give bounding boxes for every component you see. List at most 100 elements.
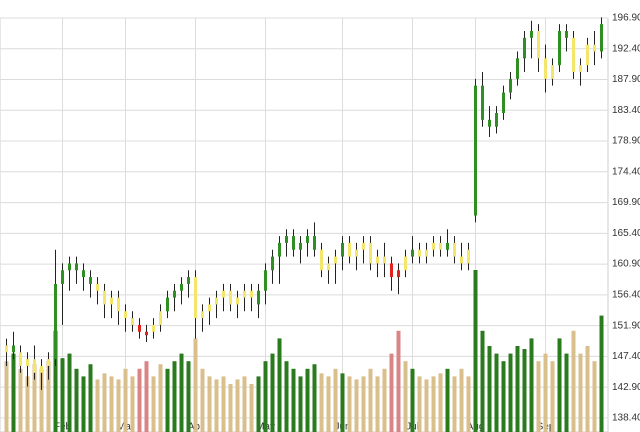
volume-bar (11, 353, 16, 432)
volume-bar (354, 379, 359, 432)
body (257, 290, 260, 305)
body (264, 270, 267, 291)
body (292, 236, 295, 250)
body (320, 249, 323, 271)
volume-bar (375, 376, 380, 432)
volume-bar (431, 376, 436, 432)
body (565, 30, 568, 38)
body (19, 352, 22, 366)
volume-bar (249, 384, 254, 432)
volume-bar (60, 358, 65, 432)
body (446, 242, 449, 250)
body (509, 78, 512, 93)
volume-bar (200, 368, 205, 432)
y-tick-label: 192.40 (612, 43, 640, 54)
volume-bar (207, 376, 212, 432)
body (173, 290, 176, 298)
volume-bar (438, 373, 443, 432)
volume-bar (46, 361, 51, 432)
body (243, 290, 246, 298)
volume-bar (515, 346, 520, 432)
body (432, 242, 435, 250)
y-tick-label: 160.90 (612, 259, 640, 270)
volume-bar (4, 361, 9, 432)
volume-bar (235, 379, 240, 432)
body (47, 359, 50, 366)
volume-bar (144, 361, 149, 432)
volume-bar (592, 361, 597, 432)
y-tick-label: 174.40 (612, 166, 640, 177)
y-tick-label: 178.90 (612, 136, 640, 147)
volume-bar (270, 353, 275, 432)
volume-bar (158, 364, 163, 432)
volume-bar (403, 361, 408, 432)
volume-bar (123, 368, 128, 432)
volume-bar (18, 368, 23, 432)
volume-bar (536, 361, 541, 432)
body (439, 242, 442, 250)
y-tick-label: 147.40 (612, 351, 640, 362)
volume-bar (95, 379, 100, 432)
body (467, 249, 470, 264)
body (299, 242, 302, 250)
volume-bar (578, 353, 583, 432)
volume-bar (508, 353, 513, 432)
y-tick-label: 156.40 (612, 289, 640, 300)
volume-bar (396, 330, 401, 432)
body (537, 30, 540, 59)
y-tick-label: 142.90 (612, 382, 640, 393)
body (313, 236, 316, 250)
y-tick-label: 187.90 (612, 74, 640, 85)
body (61, 270, 64, 284)
volume-bar (494, 353, 499, 432)
volume-bar (529, 338, 534, 432)
body (404, 256, 407, 271)
volume-bar (459, 368, 464, 432)
volume-bar (312, 364, 317, 432)
body (138, 324, 141, 332)
volume-bar (67, 353, 72, 432)
volume-bar (109, 376, 114, 432)
body (278, 242, 281, 257)
volume-bar (361, 376, 366, 432)
body (474, 85, 477, 216)
body (131, 318, 134, 325)
body (383, 256, 386, 264)
volume-bar (557, 338, 562, 432)
volume-bar (382, 368, 387, 432)
volume-bar (347, 376, 352, 432)
volume-bar (326, 376, 331, 432)
body (572, 37, 575, 73)
y-tick-label: 169.90 (612, 197, 640, 208)
y-tick-label: 138.40 (612, 413, 640, 424)
body (194, 277, 197, 319)
body (250, 290, 253, 298)
body (306, 236, 309, 243)
volume-bar (487, 346, 492, 432)
body (103, 290, 106, 305)
volume-bar (298, 376, 303, 432)
body (187, 277, 190, 284)
body (558, 30, 561, 66)
body (159, 311, 162, 325)
body (516, 58, 519, 79)
body (523, 37, 526, 59)
body (495, 113, 498, 127)
volume-bar (564, 353, 569, 432)
volume-bar (151, 376, 156, 432)
y-tick-label: 196.90 (612, 13, 640, 24)
volume-bar (571, 330, 576, 432)
volume-bar (165, 368, 170, 432)
body (96, 283, 99, 291)
volume-bar (242, 376, 247, 432)
body (369, 242, 372, 264)
body (75, 263, 78, 271)
volume-bar (368, 368, 373, 432)
body (376, 256, 379, 264)
body (152, 324, 155, 332)
volume-bar (263, 361, 268, 432)
volume-bar (186, 361, 191, 432)
volume-bar (88, 364, 93, 432)
volume-bar (333, 368, 338, 432)
